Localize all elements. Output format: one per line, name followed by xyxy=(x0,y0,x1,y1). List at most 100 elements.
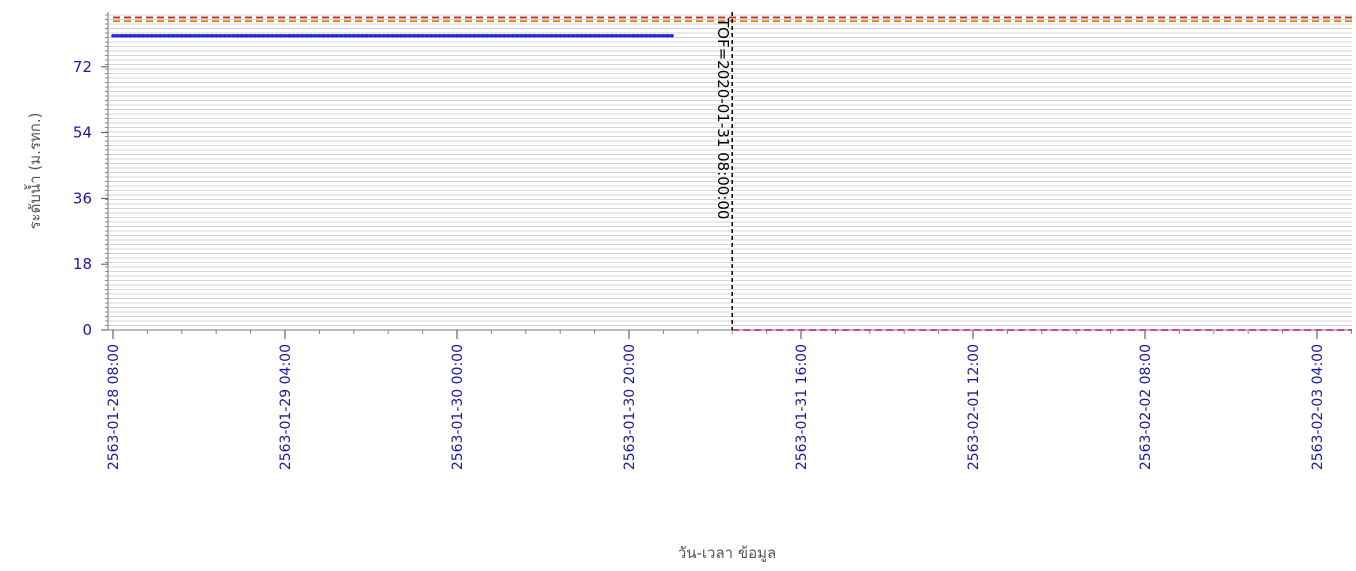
series-point xyxy=(188,33,193,38)
series-point xyxy=(455,33,459,38)
series-point xyxy=(476,33,481,38)
series-point xyxy=(506,33,511,38)
series-point xyxy=(343,33,348,38)
series-point xyxy=(433,33,438,38)
series-point xyxy=(618,33,623,38)
series-point xyxy=(154,33,158,38)
series-point xyxy=(339,33,343,38)
series-point xyxy=(334,33,339,38)
series-point xyxy=(270,33,274,38)
x-tick-label: 2563-02-02 08:00 xyxy=(1138,344,1154,470)
series-point xyxy=(231,33,236,38)
series-point xyxy=(661,33,666,38)
series-point xyxy=(115,33,120,38)
series-point xyxy=(511,33,515,38)
x-tick-label: 2563-01-29 04:00 xyxy=(278,344,294,470)
x-axis-title: วัน-เวลา ข้อมูล xyxy=(678,544,776,562)
series-point xyxy=(369,33,373,38)
series-point xyxy=(210,33,214,38)
series-point xyxy=(644,33,648,38)
series-point xyxy=(278,33,283,38)
series-point xyxy=(257,33,262,38)
x-tick-label: 2563-01-30 00:00 xyxy=(450,344,466,470)
series-point xyxy=(605,33,610,38)
x-tick-label: 2563-02-01 12:00 xyxy=(966,344,982,470)
series-point xyxy=(485,33,489,38)
series-point xyxy=(158,33,163,38)
y-tick-label: 0 xyxy=(82,321,92,339)
series-point xyxy=(575,33,580,38)
series-point xyxy=(571,33,575,38)
series-point xyxy=(558,33,562,38)
series-point xyxy=(128,33,132,38)
series-point xyxy=(584,33,588,38)
series-point xyxy=(468,33,472,38)
series-point xyxy=(321,33,326,38)
series-point xyxy=(459,33,464,38)
series-point xyxy=(403,33,408,38)
series-point xyxy=(192,33,197,38)
series-point xyxy=(111,33,115,38)
series-point xyxy=(502,33,507,38)
series-point xyxy=(670,33,674,38)
series-point xyxy=(635,33,640,38)
series-point xyxy=(352,33,356,38)
series-point xyxy=(313,33,317,38)
series-point xyxy=(463,33,468,38)
series-point xyxy=(622,33,627,38)
series-point xyxy=(562,33,567,38)
x-tick-label: 2563-02-03 04:00 xyxy=(1310,344,1326,470)
series-point xyxy=(175,33,180,38)
series-point xyxy=(653,33,657,38)
series-point xyxy=(253,33,257,38)
series-point xyxy=(141,33,145,38)
x-tick-label: 2563-01-31 16:00 xyxy=(794,344,810,470)
series-point xyxy=(549,33,554,38)
series-point xyxy=(205,33,210,38)
series-point xyxy=(248,33,253,38)
series-point xyxy=(382,33,386,38)
series-point xyxy=(124,33,128,38)
series-point xyxy=(145,33,150,38)
series-point xyxy=(235,33,240,38)
grid-lines xyxy=(108,14,1352,331)
series-point xyxy=(657,33,661,38)
series-point xyxy=(450,33,455,38)
series-point xyxy=(588,33,593,38)
series-point xyxy=(532,33,537,38)
series-point xyxy=(364,33,369,38)
series-point xyxy=(137,33,141,38)
series-point xyxy=(223,33,227,38)
series-point xyxy=(214,33,218,38)
series-point xyxy=(377,33,382,38)
series-point xyxy=(304,33,309,38)
series-point xyxy=(601,33,605,38)
markers: TOF=2020-01-31 08:00:00 xyxy=(714,12,733,330)
series-point xyxy=(567,33,571,38)
series-point xyxy=(240,33,244,38)
series-point xyxy=(541,33,545,38)
series-point xyxy=(597,33,601,38)
series-point xyxy=(330,33,335,38)
series-point xyxy=(180,33,184,38)
series-point xyxy=(446,33,451,38)
series-point xyxy=(218,33,223,38)
series-point xyxy=(524,33,528,38)
axes xyxy=(101,12,1352,339)
series-point xyxy=(498,33,502,38)
series-point xyxy=(132,33,137,38)
y-tick-label: 36 xyxy=(73,189,92,207)
y-tick-label: 72 xyxy=(73,58,92,76)
series-point xyxy=(283,33,287,38)
series-point xyxy=(545,33,550,38)
series-point xyxy=(425,33,429,38)
y-tick-label: 18 xyxy=(73,255,92,273)
series-point xyxy=(592,33,597,38)
y-axis-title: ระดับน้ำ (ม.รทก.) xyxy=(24,113,44,230)
series-point xyxy=(648,33,653,38)
series-point xyxy=(326,33,330,38)
series-point xyxy=(472,33,477,38)
series-point xyxy=(416,33,421,38)
x-tick-label: 2563-01-28 08:00 xyxy=(106,344,122,470)
tof-marker-label: TOF=2020-01-31 08:00:00 xyxy=(714,17,732,219)
